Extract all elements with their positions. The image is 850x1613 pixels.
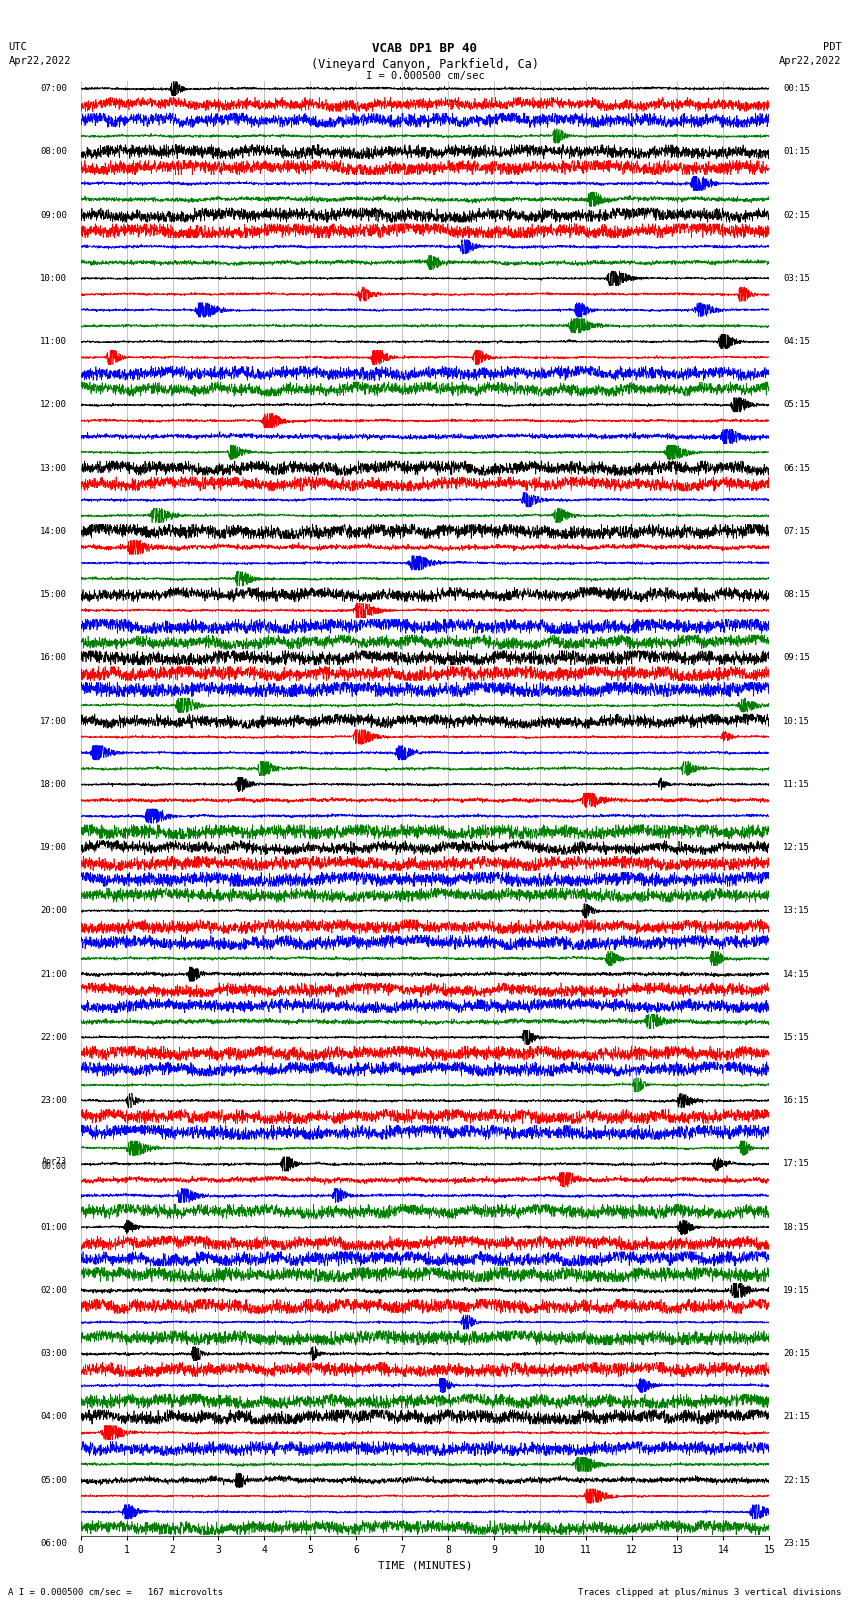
Text: I = 0.000500 cm/sec: I = 0.000500 cm/sec	[366, 71, 484, 81]
Text: 19:15: 19:15	[783, 1286, 810, 1295]
Text: 07:15: 07:15	[783, 527, 810, 536]
Text: 01:15: 01:15	[783, 147, 810, 156]
Text: 06:00: 06:00	[40, 1539, 67, 1548]
Text: 09:00: 09:00	[40, 211, 67, 219]
Text: 13:15: 13:15	[783, 907, 810, 916]
Text: 03:00: 03:00	[40, 1348, 67, 1358]
Text: 05:00: 05:00	[40, 1476, 67, 1484]
Text: 13:00: 13:00	[40, 463, 67, 473]
Text: 21:15: 21:15	[783, 1413, 810, 1421]
Text: 07:00: 07:00	[40, 84, 67, 94]
Text: 12:00: 12:00	[40, 400, 67, 410]
Text: Apr23: Apr23	[42, 1157, 67, 1166]
Text: Traces clipped at plus/minus 3 vertical divisions: Traces clipped at plus/minus 3 vertical …	[578, 1587, 842, 1597]
Text: A I = 0.000500 cm/sec =   167 microvolts: A I = 0.000500 cm/sec = 167 microvolts	[8, 1587, 224, 1597]
Text: 17:15: 17:15	[783, 1160, 810, 1168]
Text: 18:15: 18:15	[783, 1223, 810, 1232]
Text: 17:00: 17:00	[40, 716, 67, 726]
Text: 22:00: 22:00	[40, 1032, 67, 1042]
Text: 05:15: 05:15	[783, 400, 810, 410]
Text: VCAB DP1 BP 40: VCAB DP1 BP 40	[372, 42, 478, 55]
Text: 02:15: 02:15	[783, 211, 810, 219]
Text: Apr22,2022: Apr22,2022	[8, 56, 71, 66]
Text: 14:00: 14:00	[40, 527, 67, 536]
Text: 10:00: 10:00	[40, 274, 67, 282]
Text: 16:00: 16:00	[40, 653, 67, 663]
Text: 04:15: 04:15	[783, 337, 810, 347]
X-axis label: TIME (MINUTES): TIME (MINUTES)	[377, 1560, 473, 1569]
Text: 23:15: 23:15	[783, 1539, 810, 1548]
Text: 10:15: 10:15	[783, 716, 810, 726]
Text: 16:15: 16:15	[783, 1097, 810, 1105]
Text: 23:00: 23:00	[40, 1097, 67, 1105]
Text: 00:00: 00:00	[42, 1161, 67, 1171]
Text: 20:00: 20:00	[40, 907, 67, 916]
Text: 04:00: 04:00	[40, 1413, 67, 1421]
Text: 02:00: 02:00	[40, 1286, 67, 1295]
Text: Apr22,2022: Apr22,2022	[779, 56, 842, 66]
Text: 20:15: 20:15	[783, 1348, 810, 1358]
Text: UTC: UTC	[8, 42, 27, 52]
Text: 11:15: 11:15	[783, 781, 810, 789]
Text: 09:15: 09:15	[783, 653, 810, 663]
Text: 22:15: 22:15	[783, 1476, 810, 1484]
Text: 15:00: 15:00	[40, 590, 67, 598]
Text: 19:00: 19:00	[40, 844, 67, 852]
Text: 14:15: 14:15	[783, 969, 810, 979]
Text: 18:00: 18:00	[40, 781, 67, 789]
Text: (Vineyard Canyon, Parkfield, Ca): (Vineyard Canyon, Parkfield, Ca)	[311, 58, 539, 71]
Text: 08:15: 08:15	[783, 590, 810, 598]
Text: PDT: PDT	[823, 42, 842, 52]
Text: 11:00: 11:00	[40, 337, 67, 347]
Text: 21:00: 21:00	[40, 969, 67, 979]
Text: 08:00: 08:00	[40, 147, 67, 156]
Text: 06:15: 06:15	[783, 463, 810, 473]
Text: 15:15: 15:15	[783, 1032, 810, 1042]
Text: 03:15: 03:15	[783, 274, 810, 282]
Text: 01:00: 01:00	[40, 1223, 67, 1232]
Text: 00:15: 00:15	[783, 84, 810, 94]
Text: 12:15: 12:15	[783, 844, 810, 852]
